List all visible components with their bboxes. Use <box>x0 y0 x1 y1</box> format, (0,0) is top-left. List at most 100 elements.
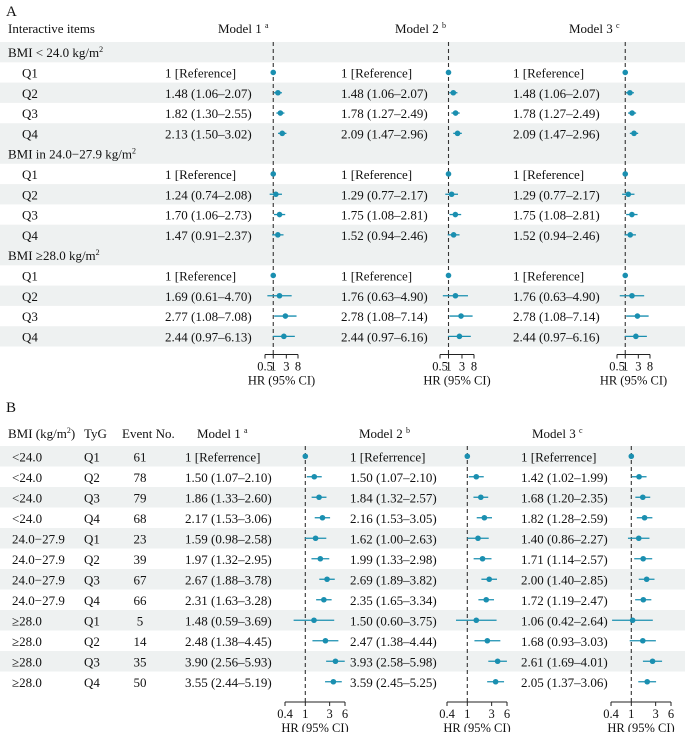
x-tick-label: 8 <box>471 360 477 374</box>
hr-point <box>625 191 632 198</box>
row-label: Q3 <box>22 309 38 324</box>
hr-text: 1 [Referrence] <box>521 449 596 464</box>
row-label: Q3 <box>22 208 38 223</box>
model-header: Model 3 c <box>532 426 583 441</box>
hr-point <box>332 658 339 665</box>
model-header: Model 1 a <box>197 426 248 441</box>
hr-point <box>330 678 337 685</box>
hr-point <box>627 89 633 96</box>
hr-text: 1 [Reference] <box>341 268 412 283</box>
hr-text: 1.78 (1.27–2.49) <box>513 106 600 121</box>
row-event-count: 78 <box>134 470 147 485</box>
row-bmi: 24.0−27.9 <box>12 572 65 587</box>
hr-point <box>631 130 637 137</box>
model-header: Model 1 a <box>218 21 269 36</box>
x-tick-label: 6 <box>504 707 510 721</box>
x-tick-label: 0.5 <box>257 360 273 374</box>
panel-label-a: A <box>6 4 17 20</box>
row-band <box>0 569 685 590</box>
hr-text: 2.09 (1.47–2.96) <box>341 126 428 141</box>
hr-point <box>644 678 651 685</box>
hr-text: 1.70 (1.06–2.73) <box>165 208 252 223</box>
row-bmi: <24.0 <box>12 490 42 505</box>
hr-text: 1.99 (1.33–2.98) <box>350 552 437 567</box>
hr-text: 1.76 (0.63–4.90) <box>341 289 428 304</box>
hr-text: 1.75 (1.08–2.81) <box>341 208 428 223</box>
hr-text: 1.62 (1.00–2.63) <box>350 531 437 546</box>
hr-text: 2.00 (1.40–2.85) <box>521 572 608 587</box>
hr-point <box>445 171 452 177</box>
hr-point <box>481 514 488 521</box>
hr-point <box>649 658 656 665</box>
row-tyg: Q4 <box>84 593 100 608</box>
hr-point <box>640 596 647 603</box>
hr-text: 2.17 (1.53–3.06) <box>185 511 272 526</box>
row-tyg: Q4 <box>84 511 100 526</box>
row-tyg: Q1 <box>84 449 100 464</box>
hr-point <box>640 555 646 562</box>
hr-text: 1.82 (1.30–2.55) <box>165 106 252 121</box>
hr-point <box>322 637 329 644</box>
hr-text: 1.59 (0.98–2.58) <box>185 531 272 546</box>
hr-point <box>464 453 471 460</box>
hr-text: 1.50 (1.07–2.10) <box>350 470 437 485</box>
row-bmi: ≥28.0 <box>12 634 42 649</box>
hr-point <box>475 535 481 542</box>
row-label: Q2 <box>22 86 38 101</box>
hr-text: 1.29 (0.77–2.17) <box>513 187 600 202</box>
hr-text: 1 [Referrence] <box>185 449 260 464</box>
x-tick-label: 8 <box>647 360 653 374</box>
hr-text: 3.55 (2.44–5.19) <box>185 675 272 690</box>
row-bmi: 24.0−27.9 <box>12 531 65 546</box>
hr-text: 2.47 (1.38–4.44) <box>350 634 437 649</box>
row-bmi: ≥28.0 <box>12 675 42 690</box>
hr-point <box>641 514 648 521</box>
hr-point <box>454 130 461 137</box>
hr-point <box>273 191 279 198</box>
hr-text: 1.97 (1.32–2.95) <box>185 552 272 567</box>
hr-text: 2.61 (1.69–4.01) <box>521 654 608 669</box>
x-tick-label: 8 <box>295 360 301 374</box>
hr-text: 1.71 (1.14–2.57) <box>521 552 608 567</box>
hr-text: 2.05 (1.37–3.06) <box>521 675 608 690</box>
hr-point <box>279 130 286 137</box>
row-event-count: 61 <box>134 449 147 464</box>
hr-point <box>629 211 635 218</box>
hr-point <box>445 69 452 76</box>
hr-point <box>275 89 281 96</box>
hr-point <box>282 313 289 319</box>
hr-text: 1.52 (0.94–2.46) <box>513 228 600 243</box>
hr-text: 2.78 (1.08–7.14) <box>513 309 600 324</box>
hr-point <box>448 191 455 198</box>
hr-text: 1.47 (0.91–2.37) <box>165 228 252 243</box>
header-bmi: BMI (kg/m2) <box>8 426 75 441</box>
x-tick-label: 3 <box>459 360 465 374</box>
hr-text: 1.84 (1.32–2.57) <box>350 490 437 505</box>
row-event-count: 79 <box>134 490 147 505</box>
header-interactive-items: Interactive items <box>8 21 95 36</box>
row-event-count: 5 <box>137 613 144 628</box>
hr-point <box>456 333 463 340</box>
x-axis-title: HR (95% CI) <box>281 721 348 732</box>
row-label: Q3 <box>22 106 38 121</box>
hr-point <box>634 313 641 319</box>
row-tyg: Q4 <box>84 675 100 690</box>
hr-point <box>277 110 284 116</box>
row-label: Q2 <box>22 187 38 202</box>
hr-text: 1 [Reference] <box>165 65 236 80</box>
group-title: BMI < 24.0 kg/m2 <box>8 45 103 60</box>
row-band <box>0 224 685 245</box>
x-tick-label: 6 <box>668 707 674 721</box>
row-label: Q1 <box>22 65 38 80</box>
panel-label-b: B <box>6 400 16 416</box>
row-band <box>0 82 685 103</box>
hr-text: 1.48 (1.06–2.07) <box>165 86 252 101</box>
row-event-count: 68 <box>134 511 147 526</box>
row-band <box>0 326 685 347</box>
hr-point <box>450 89 457 96</box>
hr-point <box>494 658 501 665</box>
row-event-count: 66 <box>134 593 148 608</box>
x-tick-label: 3 <box>489 707 495 721</box>
x-tick-label: 0.4 <box>277 707 293 721</box>
